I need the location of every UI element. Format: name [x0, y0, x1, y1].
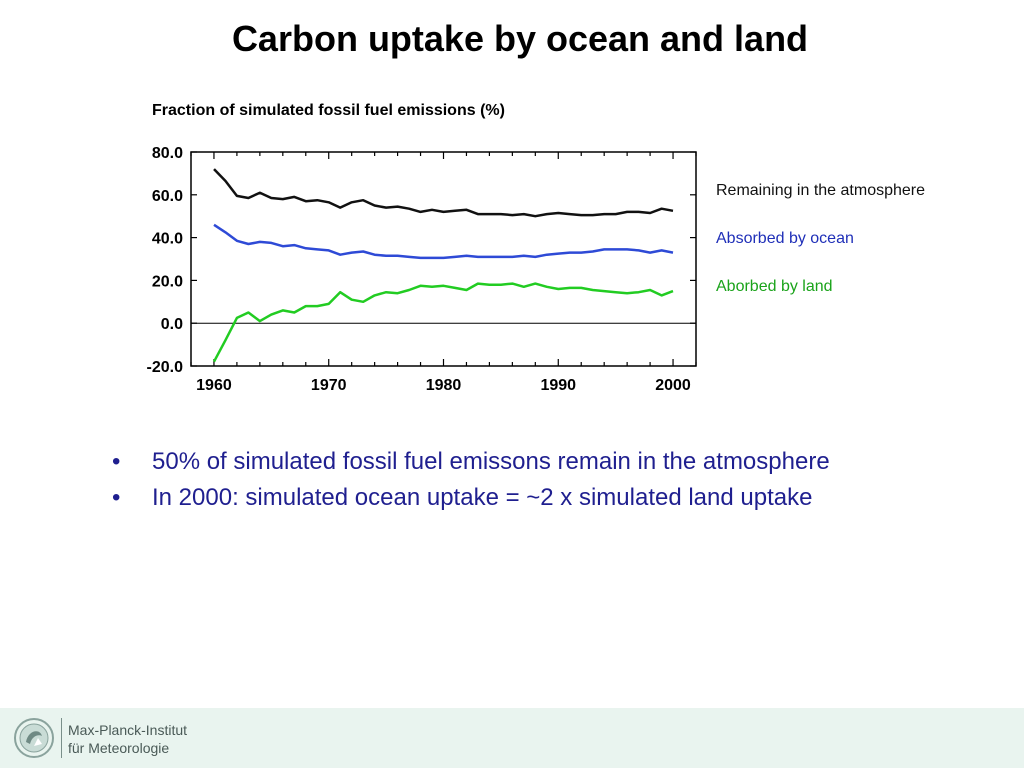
bullet-marker: • [112, 484, 121, 511]
logo-divider [61, 718, 62, 758]
series-lines [212, 168, 674, 363]
x-tick-label: 1990 [540, 377, 576, 394]
chart-title: Fraction of simulated fossil fuel emissi… [152, 102, 505, 119]
series-line-0 [213, 168, 674, 218]
y-tick-label: -20.0 [147, 359, 184, 376]
institute-name-line1: Max-Planck-Institut [68, 722, 188, 738]
max-planck-emblem-icon [14, 718, 54, 758]
y-tick-label: 0.0 [161, 316, 183, 333]
bullet-text: In 2000: simulated ocean uptake = ~2 x s… [152, 484, 813, 511]
slide-title: Carbon uptake by ocean and land [231, 18, 809, 59]
institute-name-line2: für Meteorologie [68, 740, 170, 756]
legend-ocean: Absorbed by ocean [716, 230, 854, 247]
x-tick-label: 1970 [311, 377, 347, 394]
bullet-marker: • [112, 448, 121, 475]
x-tick-label: 2000 [655, 377, 691, 394]
x-tick-label: 1980 [426, 377, 462, 394]
bullet-item: • 50% of simulated fossil fuel emissons … [112, 448, 830, 476]
y-tick-label: 20.0 [152, 273, 183, 290]
series-line-1 [213, 223, 674, 260]
x-tick-label: 1960 [196, 377, 232, 394]
bullet-list: • 50% of simulated fossil fuel emissons … [112, 448, 830, 520]
legend-atmosphere: Remaining in the atmosphere [716, 182, 926, 199]
institute-name: Max-Planck-Institut für Meteorologie [68, 721, 187, 757]
y-tick-label: 40.0 [152, 231, 183, 248]
y-tick-label: 60.0 [152, 188, 183, 205]
series-line-2 [212, 282, 674, 363]
axis-ticks: -20.0 0.0 20.0 40.0 60.0 80.0 1960 1970 1980 1990… [147, 145, 697, 394]
bullet-item: • In 2000: simulated ocean uptake = ~2 x… [112, 484, 830, 512]
legend-land: Aborbed by land [716, 278, 833, 295]
y-tick-label: 80.0 [152, 145, 183, 162]
footer-bar: Max-Planck-Institut für Meteorologie [0, 708, 1024, 768]
bullet-text: 50% of simulated fossil fuel emissons re… [152, 448, 830, 475]
